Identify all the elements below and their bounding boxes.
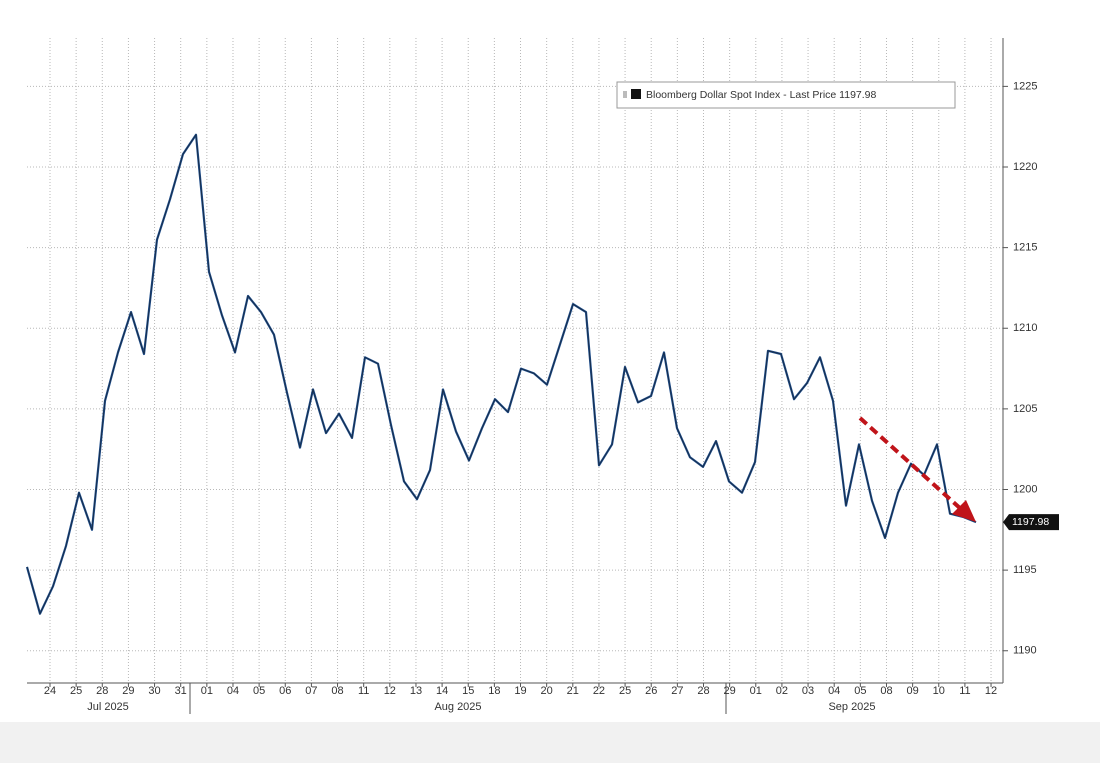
last-price-tag [1003, 514, 1059, 531]
legend: Bloomberg Dollar Spot Index - Last Price… [616, 81, 956, 109]
x-tick-label: 19 [514, 685, 526, 697]
legend-marker [631, 89, 641, 99]
x-tick-label: 11 [959, 685, 970, 697]
trend-arrow [858, 416, 976, 522]
legend-box [616, 81, 956, 109]
x-tick-label: 03 [802, 685, 814, 697]
y-tick-label: 1220 [1013, 161, 1037, 173]
last-price-label: 1197.98 [1012, 516, 1049, 528]
x-tick-label: 26 [645, 685, 657, 697]
x-tick-label: 05 [854, 685, 866, 697]
x-tick-label: 18 [488, 685, 500, 697]
x-tick-label: 21 [567, 685, 579, 697]
x-tick-label: 07 [305, 685, 317, 697]
x-tick-label: 13 [410, 685, 422, 697]
month-label: Jul 2025 [87, 701, 129, 713]
y-tick-label: 1200 [1013, 483, 1037, 495]
price-line-shadow [26, 133, 977, 615]
x-tick-label: 12 [384, 685, 396, 697]
x-tick-label: 29 [724, 685, 736, 697]
legend-label: Bloomberg Dollar Spot Index - Last Price… [646, 89, 877, 101]
x-tick-label: 22 [593, 685, 605, 697]
y-tick-label: 1195 [1013, 564, 1037, 576]
x-tick-label: 05 [253, 685, 265, 697]
x-tick-label: 27 [671, 685, 683, 697]
plot [25, 133, 977, 615]
arrow-head [952, 500, 976, 522]
x-tick-label: 10 [933, 685, 945, 697]
x-tick-label: 12 [985, 685, 997, 697]
month-label: Aug 2025 [434, 701, 481, 713]
x-tick-label: 20 [541, 685, 553, 697]
x-tick-label: 06 [279, 685, 291, 697]
arrow-shaft [858, 416, 964, 512]
x-tick-label: 04 [227, 685, 239, 697]
x-tick-label: 28 [96, 685, 108, 697]
x-tick-label: 02 [776, 685, 788, 697]
footer-strip [0, 722, 1100, 763]
x-tick-label: 09 [906, 685, 918, 697]
y-tick-label: 1225 [1013, 80, 1037, 92]
x-tick-label: 15 [462, 685, 474, 697]
x-tick-label: 24 [44, 685, 56, 697]
x-tick-label: 25 [70, 685, 82, 697]
x-tick-label: 08 [331, 685, 343, 697]
x-tick-label: 11 [358, 685, 369, 697]
legend-marker-small [623, 91, 627, 98]
y-tick-label: 1205 [1013, 403, 1037, 415]
x-tick-label: 01 [201, 685, 213, 697]
price-line [25, 133, 977, 615]
y-tick-label: 1210 [1013, 322, 1037, 334]
x-tick-label: 08 [880, 685, 892, 697]
x-tick-label: 31 [175, 685, 187, 697]
grid [27, 38, 1003, 683]
x-tick-label: 30 [148, 685, 160, 697]
y-tick-label: 1215 [1013, 242, 1037, 254]
x-tick-label: 28 [697, 685, 709, 697]
month-label: Sep 2025 [828, 701, 875, 713]
x-tick-label: 04 [828, 685, 840, 697]
x-tick-label: 01 [750, 685, 762, 697]
x-tick-label: 14 [436, 685, 448, 697]
x-tick-label: 29 [122, 685, 134, 697]
y-tick-label: 1190 [1013, 645, 1037, 657]
x-tick-label: 25 [619, 685, 631, 697]
